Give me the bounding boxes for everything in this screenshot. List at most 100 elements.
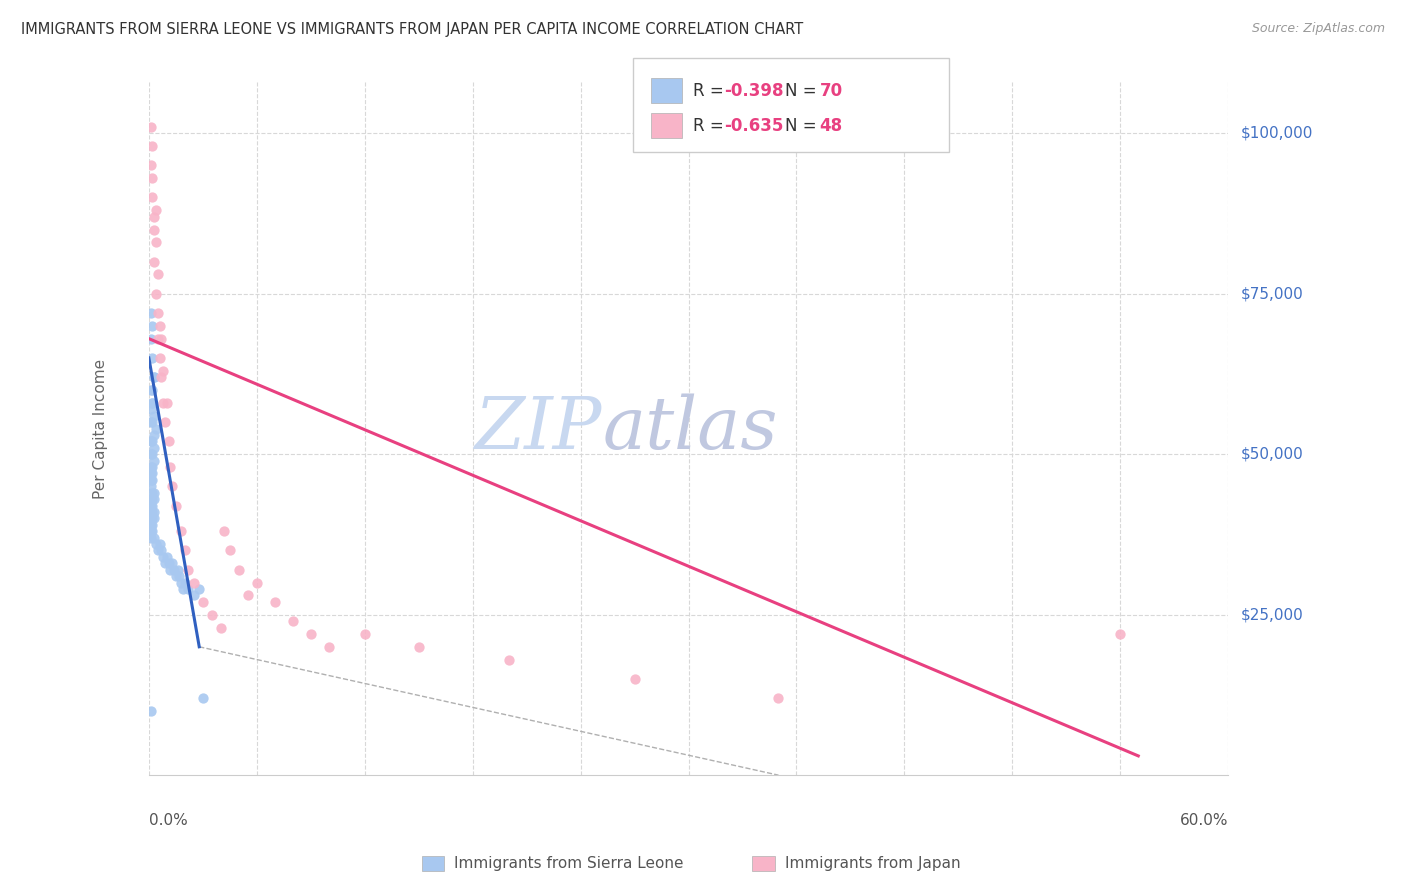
Point [143, 222, 166, 236]
Point [146, 306, 169, 320]
Point [146, 543, 169, 558]
Point [143, 511, 166, 525]
Point [246, 575, 269, 590]
Point [143, 492, 166, 507]
Point [141, 434, 163, 449]
Text: 60.0%: 60.0% [1180, 814, 1229, 829]
Point [768, 691, 790, 706]
Text: 0.0%: 0.0% [149, 814, 187, 829]
Point [146, 268, 169, 282]
Point [166, 563, 188, 577]
Text: Immigrants from Japan: Immigrants from Japan [785, 856, 960, 871]
Point [145, 421, 167, 435]
Point [149, 318, 172, 333]
Point [139, 511, 162, 525]
Point [318, 640, 340, 654]
Point [150, 370, 173, 384]
Point [143, 505, 166, 519]
Text: ZIP: ZIP [475, 393, 602, 464]
Text: Source: ZipAtlas.com: Source: ZipAtlas.com [1251, 22, 1385, 36]
Point [149, 351, 172, 365]
Point [152, 364, 174, 378]
Text: $50,000: $50,000 [1241, 447, 1303, 462]
Point [191, 595, 214, 609]
Point [188, 582, 211, 596]
Point [183, 575, 205, 590]
Point [143, 531, 166, 545]
Point [141, 511, 163, 525]
Point [353, 627, 375, 641]
Point [139, 120, 162, 134]
Point [139, 499, 162, 513]
Text: R =: R = [693, 82, 730, 100]
Point [139, 704, 162, 718]
Point [141, 505, 163, 519]
Point [141, 517, 163, 532]
Point [150, 543, 173, 558]
Point [498, 652, 520, 666]
Text: atlas: atlas [602, 393, 778, 464]
Point [201, 607, 224, 622]
Text: N =: N = [785, 117, 821, 135]
Point [141, 524, 163, 539]
Point [139, 415, 162, 429]
Point [141, 396, 163, 410]
Point [156, 396, 179, 410]
Point [177, 582, 200, 596]
Point [281, 614, 304, 628]
Text: 70: 70 [820, 82, 842, 100]
Point [163, 563, 186, 577]
Point [228, 563, 250, 577]
Point [165, 569, 187, 583]
Point [139, 306, 162, 320]
Point [623, 672, 645, 686]
Text: -0.635: -0.635 [724, 117, 783, 135]
Point [141, 190, 163, 204]
Point [139, 434, 162, 449]
Point [162, 479, 184, 493]
Point [141, 396, 163, 410]
Point [141, 171, 163, 186]
Point [141, 351, 163, 365]
Point [139, 158, 162, 172]
Point [139, 492, 162, 507]
Point [143, 254, 166, 268]
Point [139, 524, 162, 539]
Point [143, 210, 166, 224]
Point [173, 543, 195, 558]
Point [153, 557, 176, 571]
Point [139, 517, 162, 532]
Point [143, 453, 166, 467]
Point [1109, 627, 1132, 641]
Point [139, 402, 162, 417]
Point [191, 691, 214, 706]
Point [139, 383, 162, 397]
Text: $75,000: $75,000 [1241, 286, 1303, 301]
Point [139, 479, 162, 493]
Point [156, 549, 179, 564]
Point [152, 396, 174, 410]
Point [141, 473, 163, 487]
Point [218, 543, 240, 558]
Point [172, 582, 194, 596]
Point [143, 409, 166, 423]
Point [177, 563, 200, 577]
Point [162, 557, 184, 571]
Point [143, 441, 166, 455]
Point [146, 332, 169, 346]
Point [145, 203, 167, 218]
Point [139, 447, 162, 461]
Point [173, 575, 195, 590]
Point [139, 460, 162, 475]
Point [139, 332, 162, 346]
Point [143, 370, 166, 384]
Point [141, 499, 163, 513]
Point [183, 589, 205, 603]
Point [170, 575, 193, 590]
Point [263, 595, 285, 609]
Point [299, 627, 322, 641]
Point [141, 485, 163, 500]
Point [145, 537, 167, 551]
Point [159, 460, 181, 475]
Point [141, 415, 163, 429]
